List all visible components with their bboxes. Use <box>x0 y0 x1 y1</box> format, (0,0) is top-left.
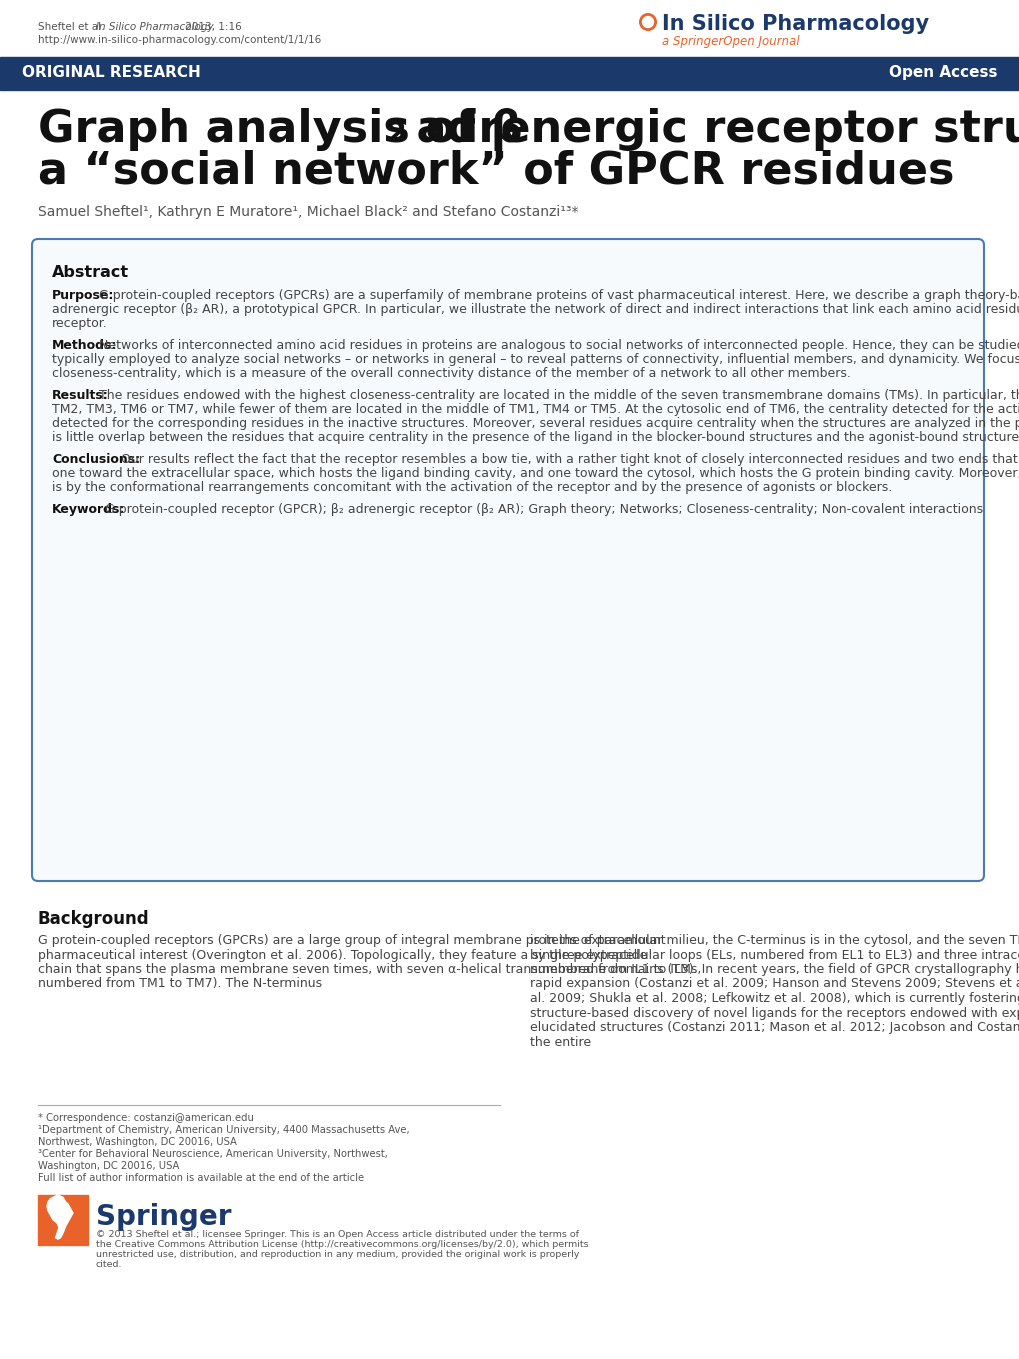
Text: Springer: Springer <box>96 1203 231 1231</box>
Text: rapid expansion (Costanzi et al. 2009; Hanson and Stevens 2009; Stevens et al. 2: rapid expansion (Costanzi et al. 2009; H… <box>530 977 1019 991</box>
Text: http://www.in-silico-pharmacology.com/content/1/1/16: http://www.in-silico-pharmacology.com/co… <box>38 35 321 45</box>
Text: Background: Background <box>38 911 150 928</box>
Text: Sheftel et al.: Sheftel et al. <box>38 22 108 33</box>
Text: Graph analysis of β: Graph analysis of β <box>38 107 522 151</box>
Text: G protein-coupled receptor (GPCR); β₂ adrenergic receptor (β₂ AR); Graph theory;: G protein-coupled receptor (GPCR); β₂ ad… <box>101 503 981 516</box>
Text: G protein-coupled receptors (GPCRs) are a large group of integral membrane prote: G protein-coupled receptors (GPCRs) are … <box>38 934 665 947</box>
Text: In Silico Pharmacology: In Silico Pharmacology <box>97 22 214 33</box>
Circle shape <box>638 14 656 31</box>
Text: by three extracellular loops (ELs, numbered from EL1 to EL3) and three intracell: by three extracellular loops (ELs, numbe… <box>530 949 1019 962</box>
Text: Washington, DC 20016, USA: Washington, DC 20016, USA <box>38 1161 179 1171</box>
Text: a “social network” of GPCR residues: a “social network” of GPCR residues <box>38 149 954 193</box>
Text: * Correspondence: costanzi@american.edu: * Correspondence: costanzi@american.edu <box>38 1113 254 1123</box>
Text: Abstract: Abstract <box>52 265 129 280</box>
Text: Full list of author information is available at the end of the article: Full list of author information is avail… <box>38 1173 364 1182</box>
Bar <box>38 1241 88 1245</box>
Text: is little overlap between the residues that acquire centrality in the presence o: is little overlap between the residues t… <box>52 431 1019 444</box>
Text: Conclusions:: Conclusions: <box>52 453 140 466</box>
Text: structure-based discovery of novel ligands for the receptors endowed with experi: structure-based discovery of novel ligan… <box>530 1007 1019 1019</box>
Text: the entire: the entire <box>530 1036 591 1049</box>
Text: Methods:: Methods: <box>52 338 117 352</box>
Text: Our results reflect the fact that the receptor resembles a bow tie, with a rathe: Our results reflect the fact that the re… <box>117 453 1019 466</box>
Text: is by the conformational rearrangements concomitant with the activation of the r: is by the conformational rearrangements … <box>52 481 892 495</box>
Text: Purpose:: Purpose: <box>52 289 114 302</box>
Bar <box>0 57 1019 90</box>
Bar <box>38 1195 88 1239</box>
Text: pharmaceutical interest (Overington et al. 2006). Topologically, they feature a : pharmaceutical interest (Overington et a… <box>38 949 647 962</box>
Text: elucidated structures (Costanzi 2011; Mason et al. 2012; Jacobson and Costanzi 2: elucidated structures (Costanzi 2011; Ma… <box>530 1021 1019 1034</box>
Text: one toward the extracellular space, which hosts the ligand binding cavity, and o: one toward the extracellular space, whic… <box>52 467 1019 480</box>
Text: detected for the corresponding residues in the inactive structures. Moreover, se: detected for the corresponding residues … <box>52 417 1019 429</box>
Text: Keywords:: Keywords: <box>52 503 125 516</box>
Text: In Silico Pharmacology: In Silico Pharmacology <box>661 14 928 34</box>
Text: Open Access: Open Access <box>889 65 997 80</box>
Text: ORIGINAL RESEARCH: ORIGINAL RESEARCH <box>22 65 201 80</box>
FancyBboxPatch shape <box>32 239 983 881</box>
Text: a SpringerOpen Journal: a SpringerOpen Journal <box>661 35 799 48</box>
Text: adrenergic receptor (β₂ AR), a prototypical GPCR. In particular, we illustrate t: adrenergic receptor (β₂ AR), a prototypi… <box>52 303 1019 317</box>
Text: unrestricted use, distribution, and reproduction in any medium, provided the ori: unrestricted use, distribution, and repr… <box>96 1250 579 1258</box>
Text: Networks of interconnected amino acid residues in proteins are analogous to soci: Networks of interconnected amino acid re… <box>95 338 1019 352</box>
Text: Northwest, Washington, DC 20016, USA: Northwest, Washington, DC 20016, USA <box>38 1137 236 1147</box>
Text: numbered from TM1 to TM7). The N-terminus: numbered from TM1 to TM7). The N-terminu… <box>38 977 322 991</box>
Text: typically employed to analyze social networks – or networks in general – to reve: typically employed to analyze social net… <box>52 353 1019 366</box>
Text: The residues endowed with the highest closeness-centrality are located in the mi: The residues endowed with the highest cl… <box>95 389 1019 402</box>
Text: receptor.: receptor. <box>52 317 108 330</box>
Text: © 2013 Sheftel et al.; licensee Springer. This is an Open Access article distrib: © 2013 Sheftel et al.; licensee Springer… <box>96 1230 579 1239</box>
Text: 2: 2 <box>387 121 406 147</box>
Text: al. 2009; Shukla et al. 2008; Lefkowitz et al. 2008), which is currently fosteri: al. 2009; Shukla et al. 2008; Lefkowitz … <box>530 992 1019 1006</box>
Text: Results:: Results: <box>52 389 109 402</box>
Text: cited.: cited. <box>96 1260 122 1269</box>
Text: numbered from IL1 to IL3). In recent years, the field of GPCR crystallography ha: numbered from IL1 to IL3). In recent yea… <box>530 964 1019 976</box>
Text: ³Center for Behavioral Neuroscience, American University, Northwest,: ³Center for Behavioral Neuroscience, Ame… <box>38 1148 387 1159</box>
Text: chain that spans the plasma membrane seven times, with seven α-helical transmemb: chain that spans the plasma membrane sev… <box>38 964 701 976</box>
Text: closeness-centrality, which is a measure of the overall connectivity distance of: closeness-centrality, which is a measure… <box>52 367 850 381</box>
Text: the Creative Commons Attribution License (http://creativecommons.org/licenses/by: the Creative Commons Attribution License… <box>96 1239 588 1249</box>
Text: ¹Department of Chemistry, American University, 4400 Massachusetts Ave,: ¹Department of Chemistry, American Unive… <box>38 1125 410 1135</box>
Text: adrenergic receptor structures:: adrenergic receptor structures: <box>400 107 1019 151</box>
Text: 2013, 1:16: 2013, 1:16 <box>182 22 242 33</box>
Text: TM2, TM3, TM6 or TM7, while fewer of them are located in the middle of TM1, TM4 : TM2, TM3, TM6 or TM7, while fewer of the… <box>52 404 1019 416</box>
Text: G protein-coupled receptors (GPCRs) are a superfamily of membrane proteins of va: G protein-coupled receptors (GPCRs) are … <box>95 289 1019 302</box>
Text: is in the extracellular milieu, the C-terminus is in the cytosol, and the seven : is in the extracellular milieu, the C-te… <box>530 934 1019 947</box>
Polygon shape <box>47 1195 73 1239</box>
Circle shape <box>642 16 653 27</box>
Text: Samuel Sheftel¹, Kathryn E Muratore¹, Michael Black² and Stefano Costanzi¹³*: Samuel Sheftel¹, Kathryn E Muratore¹, Mi… <box>38 205 578 219</box>
